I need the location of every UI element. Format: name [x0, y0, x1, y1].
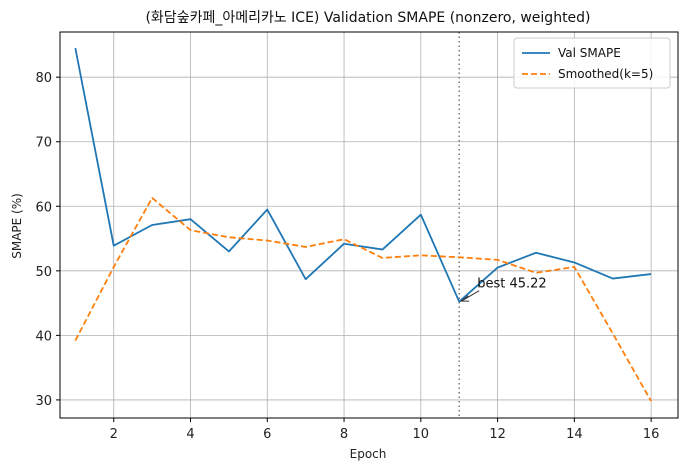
y-tick-label: 60	[35, 200, 52, 215]
legend-label-1: Val SMAPE	[558, 46, 621, 60]
x-tick-label: 2	[110, 427, 118, 442]
y-tick-label: 40	[35, 329, 52, 344]
series-line-1	[74, 47, 652, 303]
chart-title: (화담숲카페_아메리카노 ICE) Validation SMAPE (nonz…	[145, 10, 590, 26]
series-line-2	[74, 196, 652, 402]
y-tick-label: 80	[35, 71, 52, 86]
best-annotation: best 45.22	[459, 277, 547, 302]
legend-label-2: Smoothed(k=5)	[558, 67, 653, 81]
annotation-arrowhead	[459, 295, 470, 302]
y-tick-label: 50	[35, 265, 52, 280]
plot-frame	[59, 31, 679, 419]
x-tick-label: 6	[263, 427, 271, 442]
x-tick-label: 12	[489, 427, 506, 442]
y-axis-label: SMAPE (%)	[10, 193, 24, 259]
x-tick-label: 8	[340, 427, 348, 442]
grid	[60, 32, 678, 418]
x-tick-label: 10	[413, 427, 430, 442]
legend-box	[513, 37, 671, 89]
legend: Val SMAPE Smoothed(k=5)	[513, 37, 671, 89]
y-tick-label: 30	[35, 394, 52, 409]
x-axis-label: Epoch	[350, 447, 387, 461]
x-tick-label: 16	[643, 427, 660, 442]
series-layer	[74, 47, 652, 402]
annotation-text: best 45.22	[477, 277, 546, 292]
x-tick-label: 4	[186, 427, 194, 442]
y-tick-label: 70	[35, 136, 52, 151]
x-tick-label: 14	[566, 427, 583, 442]
axis-ticks: 2 4 6 8 10 12 14 16 30 40 50 60 70 80	[35, 71, 659, 442]
